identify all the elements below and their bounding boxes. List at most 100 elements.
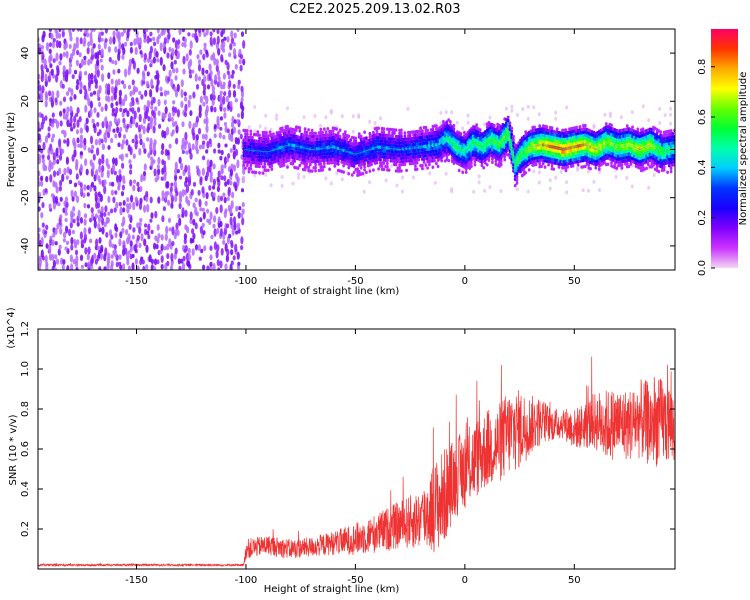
heatmap-noise-cell (73, 115, 77, 123)
heatmap-noise-cell (53, 267, 58, 270)
heatmap-band-cell (249, 167, 253, 171)
heatmap-noise-cell (49, 63, 53, 68)
snr-series-line (38, 356, 675, 568)
heatmap-spread-cell (302, 174, 306, 179)
heatmap-noise-cell (202, 155, 206, 161)
heatmap-noise-cell (194, 73, 198, 82)
heatmap-noise-cell (58, 29, 62, 33)
heatmap-band-cell (510, 129, 514, 133)
heatmap-spread-cell (444, 171, 448, 176)
heatmap-band-cell (463, 130, 466, 135)
heatmap-noise-cell (185, 150, 189, 155)
heatmap-noise-cell (110, 254, 114, 259)
heatmap-band-cell (494, 159, 498, 163)
heatmap-noise-cell (38, 180, 41, 187)
heatmap-noise-cell (220, 149, 224, 156)
heatmap-noise-cell (178, 175, 183, 180)
heatmap-noise-cell (83, 227, 87, 235)
heatmap-noise-cell (231, 228, 235, 236)
heatmap-noise-cell (57, 248, 61, 256)
heatmap-spread-cell (554, 116, 558, 121)
heatmap-band-cell (512, 138, 515, 142)
heatmap-noise-cell (72, 258, 76, 265)
heatmap-noise-cell (59, 110, 63, 117)
heatmap-noise-cell (103, 179, 107, 186)
heatmap-noise-cell (167, 76, 171, 82)
heatmap-noise-cell (131, 138, 135, 144)
heatmap-band-cell (298, 129, 302, 133)
heatmap-band-cell (336, 131, 340, 135)
heatmap-noise-cell (205, 149, 209, 154)
colorbar-tick-label: 0.8 (697, 59, 708, 75)
heatmap-band-cell (547, 163, 550, 167)
heatmap-noise-cell (181, 207, 185, 216)
heatmap-noise-cell (152, 125, 156, 134)
heatmap-spread-cell (401, 189, 404, 194)
heatmap-band-cell (610, 161, 613, 165)
heatmap-spread-cell (592, 179, 596, 184)
heatmap-noise-cell (121, 162, 125, 169)
heatmap-noise-cell (158, 123, 162, 129)
heatmap-noise-cell (104, 247, 108, 257)
heatmap-noise-cell (44, 165, 48, 172)
heatmap-noise-cell (127, 84, 132, 90)
heatmap-band-cell (510, 132, 514, 137)
heatmap-spread-cell (433, 180, 437, 185)
heatmap-noise-cell (41, 154, 45, 159)
heatmap-noise-cell (230, 239, 234, 246)
heatmap-noise-cell (219, 126, 223, 131)
heatmap-noise-cell (87, 41, 91, 47)
heatmap-noise-cell (174, 247, 178, 255)
heatmap-noise-cell (121, 98, 126, 107)
heatmap-noise-cell (48, 29, 52, 32)
heatmap-band-cell (263, 162, 267, 166)
heatmap-noise-cell (129, 240, 133, 247)
heatmap-noise-cell (160, 176, 164, 181)
heatmap-band-cell (363, 168, 366, 172)
heatmap-noise-cell (71, 29, 75, 32)
heatmap-noise-cell (84, 247, 88, 255)
heatmap-noise-cell (45, 243, 49, 249)
heatmap-noise-cell (76, 107, 80, 114)
heatmap-noise-cell (213, 215, 217, 223)
heatmap-band-cell (303, 127, 307, 131)
heatmap-noise-cell (115, 29, 119, 32)
heatmap-noise-cell (197, 63, 202, 72)
heatmap-noise-cell (202, 264, 206, 270)
heatmap-noise-cell (202, 140, 206, 145)
heatmap-band-cell (294, 128, 298, 132)
heatmap-spread-cell (598, 188, 601, 192)
heatmap-band-cell (368, 131, 372, 136)
heatmap-noise-cell (163, 164, 167, 173)
heatmap-band-cell (550, 163, 554, 168)
heatmap-noise-cell (54, 97, 58, 103)
heatmap-noise-cell (98, 237, 102, 244)
heatmap-noise-cell (93, 107, 97, 113)
heatmap-spread-cell (324, 115, 328, 120)
heatmap-noise-cell (41, 69, 45, 79)
x-axis-label: Height of straight line (km) (264, 584, 400, 595)
heatmap-band-cell (426, 128, 429, 132)
heatmap-noise-cell (48, 90, 52, 97)
heatmap-band-cell (513, 183, 517, 188)
heatmap-noise-cell (166, 253, 170, 260)
heatmap-noise-cell (90, 72, 94, 80)
heatmap-band-cell (336, 162, 340, 166)
heatmap-noise-cell (222, 29, 226, 35)
heatmap-band-cell (391, 134, 394, 138)
heatmap-noise-cell (115, 201, 119, 209)
heatmap-band-cell (627, 164, 631, 169)
heatmap-noise-cell (40, 180, 44, 187)
heatmap-band-cell (597, 167, 601, 171)
heatmap-noise-cell (231, 70, 235, 75)
heatmap-noise-cell (90, 181, 95, 188)
heatmap-noise-cell (55, 73, 59, 83)
heatmap-spread-cell (630, 184, 634, 189)
heatmap-noise-cell (96, 202, 101, 209)
heatmap-noise-cell (132, 201, 136, 211)
heatmap-noise-cell (107, 163, 111, 170)
heatmap-noise-cell (110, 137, 114, 144)
heatmap-spread-cell (275, 113, 279, 118)
heatmap-noise-cell (135, 122, 139, 128)
heatmap-band-cell (365, 170, 368, 175)
